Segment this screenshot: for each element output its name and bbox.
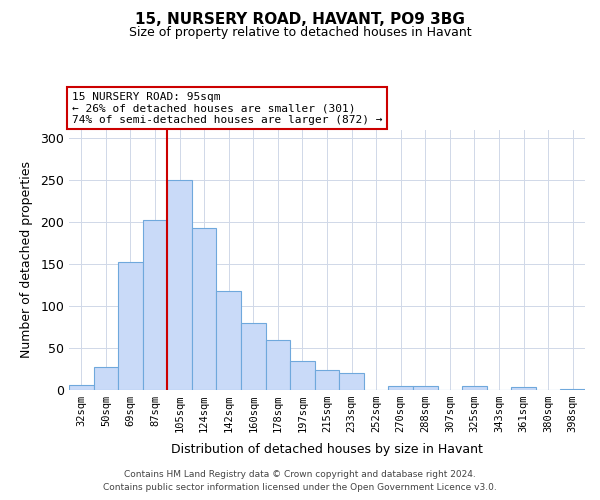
- Text: 15 NURSERY ROAD: 95sqm
← 26% of detached houses are smaller (301)
74% of semi-de: 15 NURSERY ROAD: 95sqm ← 26% of detached…: [71, 92, 382, 125]
- Y-axis label: Number of detached properties: Number of detached properties: [20, 162, 34, 358]
- Bar: [118, 262, 143, 390]
- X-axis label: Distribution of detached houses by size in Havant: Distribution of detached houses by size …: [171, 444, 483, 456]
- Bar: [266, 340, 290, 390]
- Bar: [69, 385, 94, 390]
- Text: Contains public sector information licensed under the Open Government Licence v3: Contains public sector information licen…: [103, 484, 497, 492]
- Bar: [241, 323, 266, 390]
- Bar: [462, 386, 487, 390]
- Text: Contains HM Land Registry data © Crown copyright and database right 2024.: Contains HM Land Registry data © Crown c…: [124, 470, 476, 479]
- Bar: [315, 370, 339, 390]
- Bar: [94, 368, 118, 390]
- Bar: [167, 180, 192, 390]
- Bar: [413, 386, 437, 390]
- Bar: [511, 386, 536, 390]
- Bar: [192, 228, 217, 390]
- Text: Size of property relative to detached houses in Havant: Size of property relative to detached ho…: [128, 26, 472, 39]
- Bar: [217, 291, 241, 390]
- Bar: [290, 360, 315, 390]
- Bar: [143, 220, 167, 390]
- Bar: [560, 389, 585, 390]
- Bar: [339, 373, 364, 390]
- Text: 15, NURSERY ROAD, HAVANT, PO9 3BG: 15, NURSERY ROAD, HAVANT, PO9 3BG: [135, 12, 465, 28]
- Bar: [388, 386, 413, 390]
